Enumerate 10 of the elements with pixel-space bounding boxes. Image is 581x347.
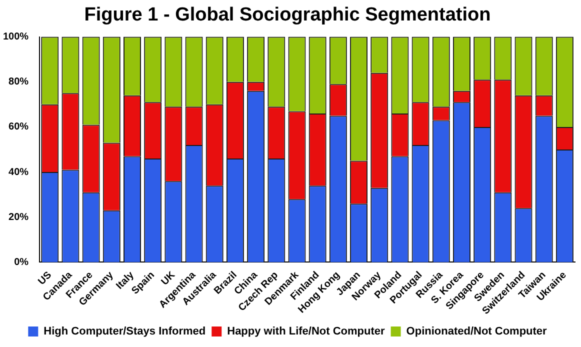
y-tick-label: 40%	[8, 166, 29, 178]
y-tick-label: 80%	[8, 76, 29, 88]
y-tick-label: 0%	[14, 256, 29, 268]
y-tick-label: 100%	[3, 32, 29, 43]
y-tick-label: 20%	[8, 212, 29, 223]
legend-label: Opinionated/Not Computer	[406, 326, 548, 338]
y-tick-label: 60%	[8, 122, 29, 133]
legend-label: High Computer/Stays Informed	[44, 326, 206, 338]
chart-title: Figure 1 - Global Sociographic Segmentation	[84, 4, 491, 26]
legend-label: Happy with Life/Not Computer	[227, 326, 386, 338]
